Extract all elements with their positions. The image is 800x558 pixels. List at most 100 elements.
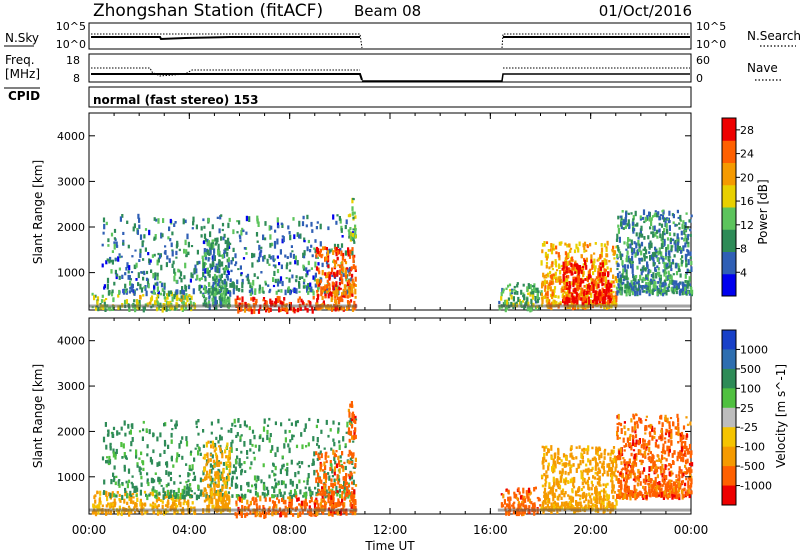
echo-cell — [530, 284, 532, 289]
echo-cell — [289, 503, 291, 508]
echo-cell — [119, 500, 121, 503]
echo-cell — [613, 472, 615, 477]
echo-cell — [283, 297, 285, 301]
echo-cell — [186, 234, 188, 240]
echo-cell — [256, 216, 258, 222]
echo-cell — [351, 401, 353, 407]
echo-cell — [214, 449, 216, 452]
echo-cell — [154, 503, 156, 508]
echo-cell — [208, 504, 210, 506]
echo-cell — [602, 272, 604, 277]
nsearch-bottom-tick: 10^0 — [696, 38, 726, 51]
echo-cell — [601, 248, 603, 253]
freq-top-tick: 18 — [66, 54, 80, 67]
echo-cell — [237, 296, 239, 300]
echo-cell — [348, 280, 350, 284]
echo-cell — [599, 292, 601, 296]
echo-cell — [341, 299, 343, 302]
colorbar-swatch — [722, 252, 736, 275]
echo-cell — [349, 214, 351, 218]
echo-cell — [251, 485, 253, 488]
echo-cell — [157, 218, 159, 224]
echo-cell — [316, 500, 318, 505]
echo-cell — [633, 228, 635, 231]
echo-cell — [275, 466, 277, 470]
echo-cell — [305, 423, 307, 429]
echo-cell — [670, 268, 672, 271]
echo-cell — [307, 291, 309, 295]
echo-cell — [653, 281, 655, 285]
echo-cell — [309, 500, 311, 503]
echo-cell — [207, 497, 209, 500]
echo-cell — [581, 254, 583, 258]
echo-cell — [354, 465, 356, 468]
echo-cell — [316, 425, 318, 428]
echo-cell — [206, 471, 208, 476]
echo-cell — [352, 198, 354, 200]
echo-cell — [160, 499, 162, 502]
echo-cell — [679, 291, 681, 295]
echo-cell — [677, 248, 679, 252]
echo-cell — [257, 241, 259, 243]
echo-cell — [629, 244, 631, 249]
echo-cell — [646, 285, 648, 287]
echo-cell — [309, 249, 311, 252]
echo-cell — [116, 449, 118, 454]
echo-cell — [265, 283, 267, 286]
echo-cell — [352, 412, 354, 417]
echo-cell — [125, 455, 127, 459]
echo-cell — [107, 284, 109, 290]
echo-cell — [164, 245, 166, 247]
echo-cell — [616, 254, 618, 258]
echo-cell — [209, 469, 211, 473]
echo-cell — [546, 475, 548, 479]
echo-cell — [338, 299, 340, 305]
echo-cell — [248, 216, 250, 222]
echo-cell — [348, 292, 350, 296]
echo-cell — [113, 282, 115, 286]
echo-cell — [284, 255, 286, 258]
echo-cell — [122, 232, 124, 235]
echo-cell — [688, 283, 690, 287]
echo-cell — [272, 277, 274, 282]
echo-cell — [157, 294, 159, 297]
nsearch-label: N.Search — [747, 29, 800, 43]
echo-cell — [504, 300, 506, 304]
echo-cell — [569, 496, 571, 500]
echo-cell — [215, 284, 217, 288]
echo-cell — [672, 290, 674, 293]
echo-cell — [669, 225, 671, 231]
echo-cell — [559, 462, 561, 465]
echo-cell — [623, 241, 625, 244]
echo-cell — [138, 259, 140, 262]
echo-cell — [214, 478, 216, 481]
echo-cell — [316, 290, 318, 293]
echo-cell — [165, 504, 167, 507]
echo-cell — [295, 288, 297, 294]
echo-cell — [224, 267, 226, 271]
echo-cell — [349, 272, 351, 276]
echo-cell — [268, 290, 270, 293]
echo-cell — [632, 264, 634, 269]
echo-cell — [647, 235, 649, 239]
echo-cell — [177, 298, 179, 300]
echo-cell — [542, 281, 544, 283]
echo-cell — [252, 497, 254, 501]
echo-cell — [675, 280, 677, 285]
echo-cell — [671, 275, 673, 279]
echo-cell — [148, 283, 150, 288]
echo-cell — [336, 490, 338, 493]
echo-cell — [344, 259, 346, 262]
echo-cell — [551, 264, 553, 267]
echo-cell — [305, 493, 307, 499]
echo-cell — [577, 494, 579, 496]
echo-cell — [587, 484, 589, 490]
echo-cell — [246, 500, 248, 505]
echo-cell — [303, 501, 305, 507]
echo-cell — [213, 483, 215, 485]
echo-cell — [565, 251, 567, 255]
echo-cell — [132, 501, 134, 505]
echo-cell — [598, 455, 600, 461]
echo-cell — [322, 469, 324, 471]
echo-cell — [205, 463, 207, 466]
